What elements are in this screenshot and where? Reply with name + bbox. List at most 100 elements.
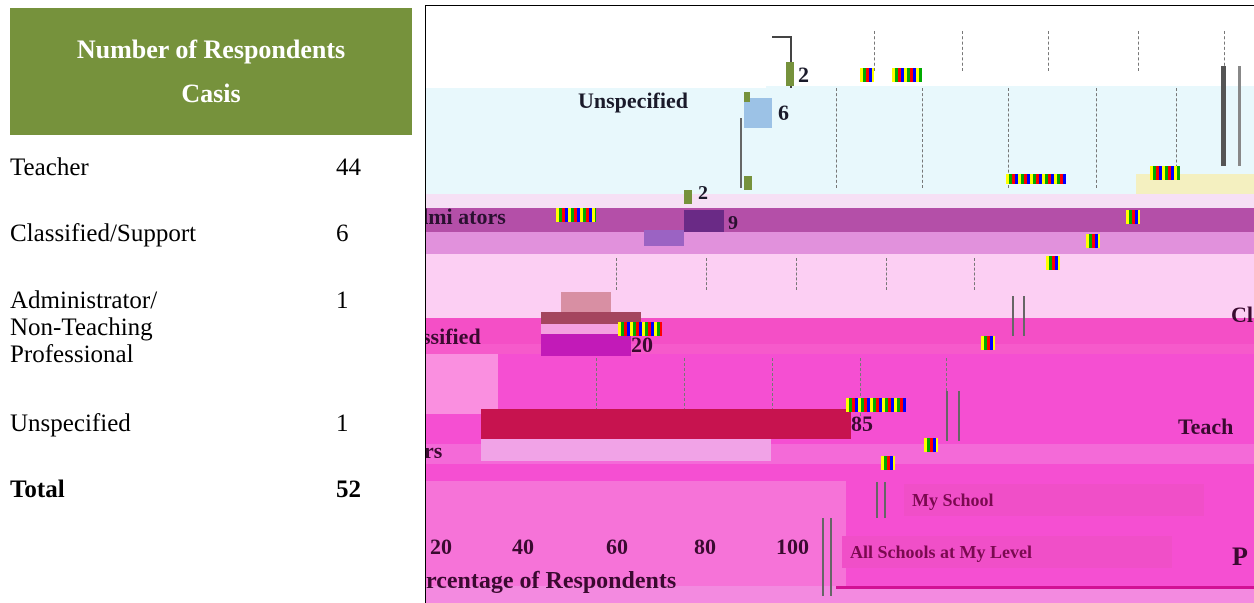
value-label: 2 <box>698 182 708 204</box>
bar-unspecified-green <box>744 176 752 190</box>
gridline <box>1138 31 1140 71</box>
axis-tick <box>946 391 948 441</box>
bar-admin-secondary <box>644 230 684 246</box>
x-tick-label: 20 <box>430 534 452 559</box>
axis-tick <box>772 36 792 38</box>
gridline <box>836 88 838 188</box>
row-label: Administrator/ Non-Teaching Professional <box>10 287 158 368</box>
gridline <box>706 258 708 290</box>
value-label: 2 <box>798 62 809 87</box>
noise-block <box>846 398 906 412</box>
bar-admin-green <box>684 190 692 204</box>
axis-tick <box>1221 66 1226 166</box>
gridline <box>1048 31 1050 71</box>
row-label: Classified/Support <box>10 220 197 247</box>
chart-band <box>426 86 1254 194</box>
value-label: 9 <box>728 212 738 234</box>
legend-all-schools: All Schools at My Level <box>850 542 1032 562</box>
axis-tick <box>1023 296 1025 336</box>
row-value: 44 <box>336 154 361 181</box>
bar-unspecified-green <box>744 92 750 102</box>
axis-tick <box>1012 296 1014 336</box>
noise-block <box>618 322 662 336</box>
value-label: 20 <box>631 332 653 357</box>
bar-classified <box>541 334 631 356</box>
gridline <box>616 258 618 290</box>
axis-tick <box>822 518 824 596</box>
row-value: 52 <box>336 476 361 503</box>
gridline <box>1176 88 1178 188</box>
gridline <box>772 358 774 416</box>
noise-block <box>1046 256 1060 270</box>
axis-tick <box>876 482 878 518</box>
chart-band <box>426 232 1254 254</box>
x-tick-label: 80 <box>694 534 716 559</box>
chart-band <box>426 344 1254 354</box>
gridline <box>886 258 888 290</box>
category-label-teachers-right: Teach <box>1178 414 1234 439</box>
gridline <box>1224 31 1226 71</box>
noise-block <box>892 68 922 82</box>
axis-tick <box>958 391 960 441</box>
bar-classified-secondary <box>541 324 641 334</box>
noise-block <box>1126 210 1140 224</box>
table-header: Number of Respondents Casis <box>10 8 412 135</box>
noise-block <box>556 208 596 222</box>
category-label-administrators: dmi ators <box>426 204 506 229</box>
bar-unspecified-green <box>786 62 794 86</box>
chart-band <box>426 481 846 596</box>
row-label: Total <box>10 476 65 503</box>
bar-classified-secondary <box>561 292 611 312</box>
axis-tick <box>1238 66 1241 166</box>
noise-block <box>1006 174 1066 184</box>
value-label: 6 <box>778 100 789 125</box>
x-tick-label: 60 <box>606 534 628 559</box>
gridline <box>874 31 876 71</box>
axis-tick <box>884 482 886 518</box>
gridline <box>596 358 598 416</box>
gridline <box>946 358 948 416</box>
x-tick-label: 100 <box>776 534 809 559</box>
legend-my-school: My School <box>912 490 994 510</box>
axis-tick <box>740 118 742 188</box>
noise-block <box>860 68 874 82</box>
gridline <box>962 31 964 71</box>
header-school: Casis <box>181 78 241 108</box>
axis-tick <box>830 518 832 596</box>
category-label-classified: ssified <box>425 324 481 349</box>
bar-teachers <box>481 409 851 439</box>
value-label: 85 <box>851 411 873 436</box>
gridline <box>684 358 686 416</box>
noise-block <box>1086 234 1100 248</box>
category-label-classified-right: Cl <box>1231 302 1253 327</box>
noise-block <box>881 456 895 470</box>
bar-teachers-secondary <box>481 439 771 461</box>
header-title: Number of Respondents <box>76 34 346 64</box>
chart-band <box>836 586 1254 589</box>
bar-classified-secondary <box>541 312 641 324</box>
gridline <box>1008 88 1010 188</box>
category-label-teachers: rs <box>425 438 443 463</box>
chart-band <box>426 354 498 414</box>
row-value: 1 <box>336 410 349 437</box>
noise-block <box>1150 166 1180 180</box>
row-label: Teacher <box>10 154 89 181</box>
gridline <box>1096 88 1098 188</box>
x-tick-label: 40 <box>512 534 534 559</box>
x-axis-label: rcentage of Respondents <box>426 568 677 594</box>
chart-band <box>426 194 1254 208</box>
gridline <box>922 88 924 188</box>
axis-label-right: P <box>1232 542 1248 571</box>
bar-administrators <box>684 210 724 232</box>
bar-unspecified <box>744 98 772 128</box>
legend-item-box <box>904 484 1204 516</box>
legend-item-box <box>842 536 1172 568</box>
row-value: 1 <box>336 287 349 314</box>
respondents-table: Number of Respondents Casis Teacher 44 C… <box>10 8 412 503</box>
gridline <box>796 258 798 290</box>
respondents-chart: Unspecified 2 6 2 dmi ators 9 ssified 20… <box>425 5 1254 603</box>
noise-block <box>981 336 995 350</box>
row-label: Unspecified <box>10 410 131 437</box>
gridline <box>860 358 862 416</box>
chart-band <box>426 586 1254 603</box>
